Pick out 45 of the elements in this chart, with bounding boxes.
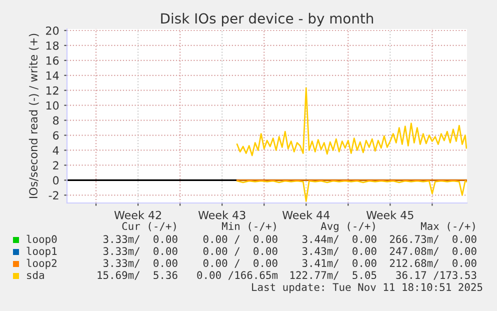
line-series — [236, 180, 467, 202]
y-tick-label: 4 — [52, 146, 59, 154]
legend-label: loop1 — [26, 246, 57, 258]
x-tick-label: Week 45 — [366, 210, 414, 220]
y-tick-label: -2 — [48, 191, 58, 200]
text: 0.00 /166.65m — [197, 271, 278, 280]
text: 212.68m/ 0.00 — [390, 259, 476, 268]
y-tick-label: 14 — [46, 72, 59, 80]
y-tick-label: 2 — [53, 161, 58, 170]
legend-label: sda — [27, 270, 44, 280]
y-tick-label: 20 — [46, 26, 59, 35]
y-tick-label: 6 — [53, 131, 59, 140]
line-series — [236, 87, 467, 156]
x-tick-label: Week 42 — [114, 210, 161, 220]
y-tick-label: 12 — [46, 86, 58, 95]
text: 247.08m/ 0.00 — [390, 247, 476, 256]
y-tick-label: 18 — [46, 41, 59, 50]
text: Last update: Tue Nov 11 18:10:51 2025 — [252, 282, 482, 294]
y-tick-label: 16 — [46, 56, 59, 65]
x-tick-label: Week 44 — [282, 210, 330, 220]
text: 3.33m/ 0.00 — [103, 259, 178, 268]
text: 0.00 / 0.00 — [203, 247, 278, 256]
y-tick-label: 0 — [53, 176, 59, 185]
y-tick-label: 8 — [53, 116, 59, 125]
chart-title: Disk IOs per device - by month — [161, 12, 374, 26]
text: 266.73m/ 0.00 — [390, 235, 476, 244]
text: 0.00 / 0.00 — [203, 259, 278, 268]
y-tick-label: 10 — [46, 101, 59, 110]
legend-label: loop0 — [26, 234, 57, 246]
text: 3.33m/ 0.00 — [103, 247, 178, 256]
text: Min (-/+) — [222, 222, 276, 232]
text: 3.33m/ 0.00 — [103, 235, 178, 244]
text: 3.43m/ 0.00 — [302, 247, 376, 256]
text: 0.00 / 0.00 — [203, 235, 278, 244]
text: 3.41m/ 0.00 — [302, 259, 376, 268]
legend-label: loop2 — [26, 258, 56, 270]
text: 15.69m/ 5.36 — [98, 271, 178, 280]
x-tick-label: Week 43 — [198, 210, 246, 220]
text: Max (-/+) — [420, 222, 475, 232]
text: 122.77m/ 5.05 — [290, 271, 376, 280]
text: 36.17 /173.53 — [396, 271, 476, 280]
text: Avg (-/+) — [320, 222, 375, 232]
text: 3.44m/ 0.00 — [302, 235, 376, 244]
text: Cur (-/+) — [122, 222, 176, 232]
y-axis-title: IOs/second read (-) / write (+) — [28, 34, 39, 198]
